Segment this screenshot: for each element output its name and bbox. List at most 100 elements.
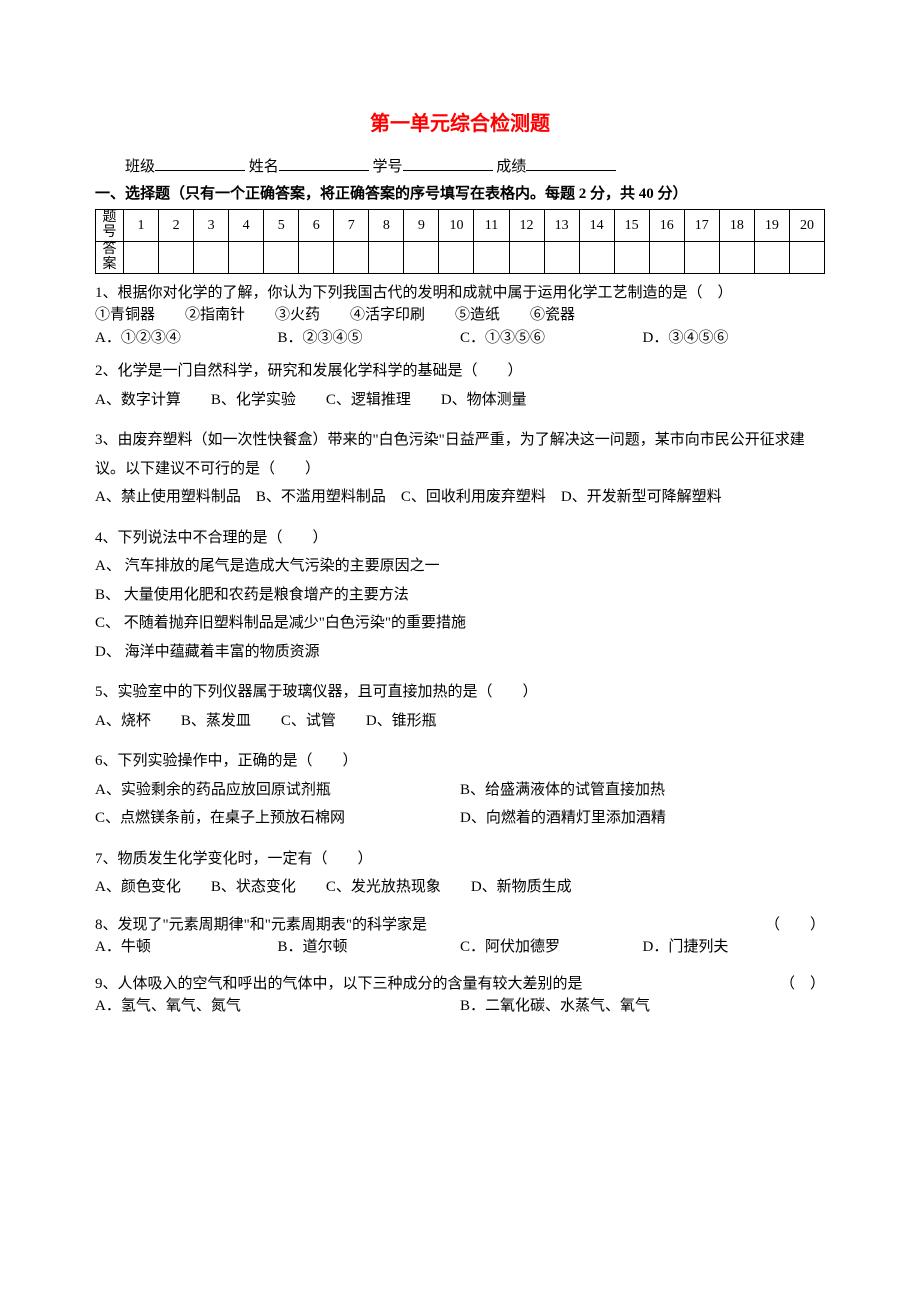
num-cell: 2 bbox=[159, 210, 194, 242]
num-cell: 6 bbox=[299, 210, 334, 242]
q6-row1: A、实验剩余的药品应放回原试剂瓶 B、给盛满液体的试管直接加热 bbox=[95, 776, 825, 805]
q3-options: A、禁止使用塑料制品 B、不滥用塑料制品 C、回收利用废弃塑料 D、开发新型可降… bbox=[95, 483, 825, 512]
num-cell: 17 bbox=[684, 210, 719, 242]
q6-opt-a: A、实验剩余的药品应放回原试剂瓶 bbox=[95, 776, 460, 805]
id-blank[interactable] bbox=[403, 156, 493, 171]
ans-cell[interactable] bbox=[684, 241, 719, 273]
q4-opt-b: B、 大量使用化肥和农药是粮食增产的主要方法 bbox=[95, 581, 825, 610]
q2-options: A、数字计算 B、化学实验 C、逻辑推理 D、物体测量 bbox=[95, 386, 825, 415]
ans-cell[interactable] bbox=[649, 241, 684, 273]
q5-options: A、烧杯 B、蒸发皿 C、试管 D、锥形瓶 bbox=[95, 707, 825, 736]
ans-cell[interactable] bbox=[369, 241, 404, 273]
q9-opt-a: A．氢气、氧气、氮气 bbox=[95, 995, 460, 1018]
num-cell: 1 bbox=[124, 210, 159, 242]
ans-cell[interactable] bbox=[229, 241, 264, 273]
ans-cell[interactable] bbox=[614, 241, 649, 273]
q1-list: ①青铜器 ②指南针 ③火药 ④活字印刷 ⑤造纸 ⑥瓷器 bbox=[95, 304, 825, 327]
name-label: 姓名 bbox=[249, 159, 279, 175]
ans-cell[interactable] bbox=[299, 241, 334, 273]
num-cell: 9 bbox=[404, 210, 439, 242]
num-cell: 4 bbox=[229, 210, 264, 242]
num-cell: 16 bbox=[649, 210, 684, 242]
question-5: 5、实验室中的下列仪器属于玻璃仪器，且可直接加热的是（ ） A、烧杯 B、蒸发皿… bbox=[95, 678, 825, 735]
question-3: 3、由废弃塑料（如一次性快餐盒）带来的"白色污染"日益严重，为了解决这一问题，某… bbox=[95, 426, 825, 512]
ans-cell[interactable] bbox=[194, 241, 229, 273]
q6-opt-c: C、点燃镁条前，在桌子上预放石棉网 bbox=[95, 804, 460, 833]
num-cell: 7 bbox=[334, 210, 369, 242]
question-2: 2、化学是一门自然科学，研究和发展化学科学的基础是（ ） A、数字计算 B、化学… bbox=[95, 357, 825, 414]
q9-paren: （ ） bbox=[780, 973, 825, 996]
q8-opt-c: C．阿伏加德罗 bbox=[460, 936, 643, 959]
q8-opt-d: D．门捷列夫 bbox=[643, 936, 826, 959]
num-cell: 8 bbox=[369, 210, 404, 242]
table-row-answers: 答案 bbox=[96, 241, 825, 273]
ans-cell[interactable] bbox=[404, 241, 439, 273]
q9-opt-b: B．二氧化碳、水蒸气、氧气 bbox=[460, 995, 825, 1018]
ans-cell[interactable] bbox=[439, 241, 474, 273]
ans-cell[interactable] bbox=[754, 241, 789, 273]
num-cell: 19 bbox=[754, 210, 789, 242]
name-blank[interactable] bbox=[279, 156, 369, 171]
num-cell: 10 bbox=[439, 210, 474, 242]
q6-opt-d: D、向燃着的酒精灯里添加酒精 bbox=[460, 804, 825, 833]
score-blank[interactable] bbox=[526, 156, 616, 171]
ans-cell[interactable] bbox=[789, 241, 824, 273]
q4-stem: 4、下列说法中不合理的是（ ） bbox=[95, 524, 825, 553]
row-label-num: 题号 bbox=[96, 210, 124, 242]
ans-cell[interactable] bbox=[264, 241, 299, 273]
num-cell: 12 bbox=[509, 210, 544, 242]
q3-stem: 3、由废弃塑料（如一次性快餐盒）带来的"白色污染"日益严重，为了解决这一问题，某… bbox=[95, 426, 825, 483]
q1-opt-a: A．①②③④ bbox=[95, 327, 278, 350]
question-4: 4、下列说法中不合理的是（ ） A、 汽车排放的尾气是造成大气污染的主要原因之一… bbox=[95, 524, 825, 667]
ans-cell[interactable] bbox=[334, 241, 369, 273]
student-info-line: 班级 姓名 学号 成绩 bbox=[95, 156, 825, 178]
q8-opt-b: B．道尔顿 bbox=[278, 936, 461, 959]
q4-opt-c: C、 不随着抛弃旧塑料制品是减少"白色污染"的重要措施 bbox=[95, 609, 825, 638]
q5-stem: 5、实验室中的下列仪器属于玻璃仪器，且可直接加热的是（ ） bbox=[95, 678, 825, 707]
question-7: 7、物质发生化学变化时，一定有（ ） A、颜色变化 B、状态变化 C、发光放热现… bbox=[95, 845, 825, 902]
ans-cell[interactable] bbox=[474, 241, 509, 273]
num-cell: 11 bbox=[474, 210, 509, 242]
section-1-heading: 一、选择题（只有一个正确答案，将正确答案的序号填写在表格内。每题 2 分，共 4… bbox=[95, 184, 825, 205]
q8-stem: 8、发现了"元素周期律"和"元素周期表"的科学家是 bbox=[95, 914, 427, 937]
question-9: 9、人体吸入的空气和呼出的气体中，以下三种成分的含量有较大差别的是 （ ） A．… bbox=[95, 973, 825, 1018]
ans-cell[interactable] bbox=[509, 241, 544, 273]
ans-cell[interactable] bbox=[579, 241, 614, 273]
id-label: 学号 bbox=[373, 159, 403, 175]
table-row-nums: 题号 1 2 3 4 5 6 7 8 9 10 11 12 13 14 15 1… bbox=[96, 210, 825, 242]
q9-stem: 9、人体吸入的空气和呼出的气体中，以下三种成分的含量有较大差别的是 bbox=[95, 973, 583, 996]
q2-stem: 2、化学是一门自然科学，研究和发展化学科学的基础是（ ） bbox=[95, 357, 825, 386]
row-label-ans: 答案 bbox=[96, 241, 124, 273]
q4-opt-a: A、 汽车排放的尾气是造成大气污染的主要原因之一 bbox=[95, 552, 825, 581]
num-cell: 15 bbox=[614, 210, 649, 242]
num-cell: 20 bbox=[789, 210, 824, 242]
ans-cell[interactable] bbox=[544, 241, 579, 273]
q7-stem: 7、物质发生化学变化时，一定有（ ） bbox=[95, 845, 825, 874]
question-1: 1、根据你对化学的了解，你认为下列我国古代的发明和成就中属于运用化学工艺制造的是… bbox=[95, 282, 825, 350]
num-cell: 3 bbox=[194, 210, 229, 242]
score-label: 成绩 bbox=[496, 159, 526, 175]
num-cell: 18 bbox=[719, 210, 754, 242]
q1-options: A．①②③④ B．②③④⑤ C．①③⑤⑥ D．③④⑤⑥ bbox=[95, 327, 825, 350]
class-blank[interactable] bbox=[155, 156, 245, 171]
ans-cell[interactable] bbox=[159, 241, 194, 273]
question-8: 8、发现了"元素周期律"和"元素周期表"的科学家是 （ ） A．牛顿 B．道尔顿… bbox=[95, 914, 825, 959]
page-title: 第一单元综合检测题 bbox=[95, 110, 825, 138]
q8-opt-a: A．牛顿 bbox=[95, 936, 278, 959]
q9-options: A．氢气、氧气、氮气 B．二氧化碳、水蒸气、氧气 bbox=[95, 995, 825, 1018]
q8-paren: （ ） bbox=[765, 914, 825, 937]
q4-opt-d: D、 海洋中蕴藏着丰富的物质资源 bbox=[95, 638, 825, 667]
num-cell: 5 bbox=[264, 210, 299, 242]
q6-row2: C、点燃镁条前，在桌子上预放石棉网 D、向燃着的酒精灯里添加酒精 bbox=[95, 804, 825, 833]
question-6: 6、下列实验操作中，正确的是（ ） A、实验剩余的药品应放回原试剂瓶 B、给盛满… bbox=[95, 747, 825, 833]
q1-stem: 1、根据你对化学的了解，你认为下列我国古代的发明和成就中属于运用化学工艺制造的是… bbox=[95, 282, 825, 305]
num-cell: 13 bbox=[544, 210, 579, 242]
q1-opt-b: B．②③④⑤ bbox=[278, 327, 461, 350]
ans-cell[interactable] bbox=[124, 241, 159, 273]
ans-cell[interactable] bbox=[719, 241, 754, 273]
answer-table: 题号 1 2 3 4 5 6 7 8 9 10 11 12 13 14 15 1… bbox=[95, 209, 825, 274]
q6-opt-b: B、给盛满液体的试管直接加热 bbox=[460, 776, 825, 805]
q1-opt-c: C．①③⑤⑥ bbox=[460, 327, 643, 350]
q8-options: A．牛顿 B．道尔顿 C．阿伏加德罗 D．门捷列夫 bbox=[95, 936, 825, 959]
q6-stem: 6、下列实验操作中，正确的是（ ） bbox=[95, 747, 825, 776]
